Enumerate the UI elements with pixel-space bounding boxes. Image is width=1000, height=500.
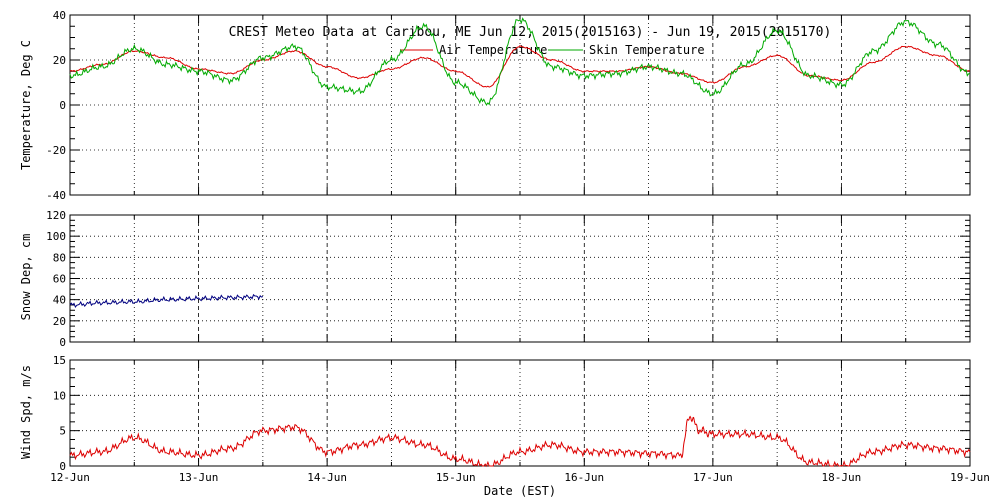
- temperature-ytick-label: -40: [46, 189, 66, 202]
- snow-depth-ytick-label: 0: [59, 336, 66, 349]
- snow-depth-ytick-label: 60: [53, 273, 66, 286]
- wind-speed-ytick-label: 15: [53, 354, 66, 367]
- legend: Air Temperature Skin Temperature: [400, 43, 705, 57]
- legend-skin-label: Skin Temperature: [589, 43, 705, 57]
- wind-speed-ytick-label: 10: [53, 389, 66, 402]
- snow-depth-ytick-label: 80: [53, 251, 66, 264]
- temperature-ytick-label: -20: [46, 144, 66, 157]
- wind-speed-ytick-label: 5: [59, 425, 66, 438]
- date-tick-label: 17-Jun: [693, 471, 733, 484]
- temperature-axis-label: Temperature, Deg C: [19, 40, 33, 170]
- snow-depth-axis-label: Snow Dep, cm: [19, 234, 33, 321]
- temperature-air-temperature-line: [69, 44, 971, 88]
- temperature-ytick-label: 0: [59, 99, 66, 112]
- wind-speed-axis-label: Wind Spd, m/s: [19, 365, 33, 459]
- date-tick-label: 14-Jun: [307, 471, 347, 484]
- temperature-skin-temperature-line: [69, 17, 971, 106]
- snow-depth-ytick-label: 20: [53, 315, 66, 328]
- date-tick-label: 16-Jun: [564, 471, 604, 484]
- temperature-ytick-label: 40: [53, 9, 66, 22]
- temperature-ytick-label: 20: [53, 54, 66, 67]
- x-axis-label: Date (EST): [484, 484, 556, 498]
- date-tick-label: 13-Jun: [179, 471, 219, 484]
- date-tick-label: 15-Jun: [436, 471, 476, 484]
- date-tick-label: 12-Jun: [50, 471, 90, 484]
- date-tick-label: 18-Jun: [822, 471, 862, 484]
- wind-speed-ytick-label: 0: [59, 460, 66, 473]
- snow-depth-ytick-label: 100: [46, 230, 66, 243]
- wind-speed-series-line: [69, 415, 971, 468]
- snow-depth-ytick-label: 40: [53, 294, 66, 307]
- legend-air-label: Air Temperature: [439, 43, 547, 57]
- date-tick-label: 19-Jun: [950, 471, 990, 484]
- snow-depth-series-line: [69, 293, 264, 309]
- snow-depth-ytick-label: 120: [46, 209, 66, 222]
